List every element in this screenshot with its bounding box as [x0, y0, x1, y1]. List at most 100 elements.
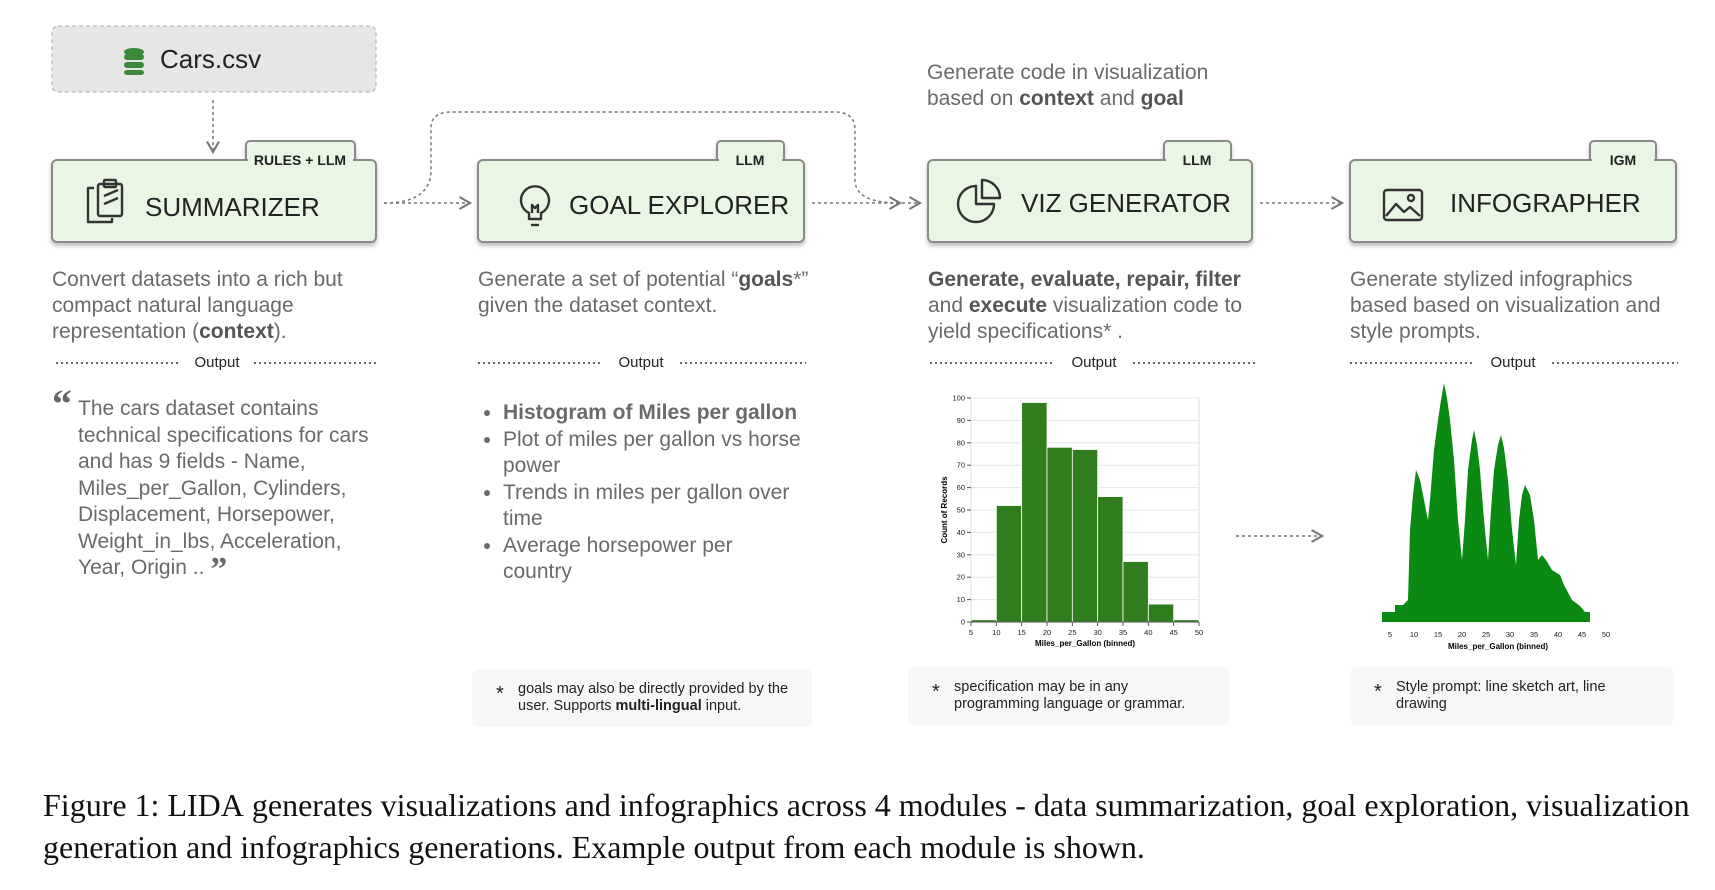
text-run: ).: [273, 320, 287, 343]
module-description: Generate stylized infographics based bas…: [1350, 267, 1690, 345]
text-run: LIDA: [167, 787, 244, 823]
infographic-tick-label: 30: [1506, 630, 1514, 639]
bar: [1021, 402, 1048, 623]
summary-text: The cars dataset contains technical spec…: [78, 397, 369, 579]
y-tick-label: 30: [957, 550, 965, 559]
bar: [1147, 603, 1175, 623]
module-title: GOAL EXPLORER: [569, 190, 789, 220]
x-tick-label: 50: [1195, 628, 1203, 637]
text-run: and: [928, 294, 969, 317]
infographic-tick-label: 5: [1388, 630, 1392, 639]
infographic-tick-label: 45: [1578, 630, 1586, 639]
annotation: Generate code in visualization based on …: [927, 60, 1267, 112]
goal-text: Plot of miles per gallon vs horse power: [503, 427, 801, 478]
infographic-tick-label: 35: [1530, 630, 1538, 639]
bar: [995, 505, 1023, 623]
goal-item: Trends in miles per gallon over time: [503, 480, 803, 533]
text-run: Generate, evaluate, repair, filter: [928, 268, 1241, 291]
goal-text: Trends in miles per gallon over time: [503, 480, 790, 531]
y-tick-label: 100: [952, 394, 965, 403]
text-run: generates visualizations and infographic…: [43, 787, 1690, 865]
source-label: Cars.csv: [160, 44, 261, 74]
text-run: Generate stylized infographics based bas…: [1350, 268, 1661, 343]
goal-item: Average horsepower per country: [503, 533, 803, 586]
text-run: *” given the dataset context.: [478, 268, 809, 317]
bar: [1046, 446, 1073, 623]
output-label: Output: [1071, 354, 1117, 371]
text-run: and: [1093, 87, 1141, 110]
text-run: goals: [738, 268, 794, 291]
text-run: visualization code to yield specificatio…: [928, 294, 1243, 343]
arrows: [206, 100, 1345, 543]
footnote-text: goals may also be directly provided by t…: [518, 681, 788, 714]
module-tag: LLM: [736, 152, 765, 168]
x-tick-label: 25: [1068, 628, 1076, 637]
figure-caption: Figure 1: LIDA generates visualizations …: [43, 784, 1713, 868]
footnote-mark: *: [932, 681, 940, 703]
goal-item: Plot of miles per gallon vs horse power: [503, 427, 803, 480]
y-tick-label: 10: [957, 595, 965, 604]
y-tick-label: 50: [957, 506, 965, 515]
y-tick-label: 40: [957, 528, 965, 537]
x-tick-label: 5: [969, 628, 973, 637]
y-axis-title: Count of Records: [940, 476, 949, 544]
text-run: multi-lingual: [615, 698, 702, 714]
goal-list: Histogram of Miles per gallon Plot of mil…: [478, 400, 803, 586]
footnote-mark: *: [1374, 681, 1382, 703]
icons: [86, 178, 1424, 227]
bar: [1122, 561, 1149, 623]
quote-close: ”: [210, 551, 228, 588]
infographic-image: [1382, 383, 1590, 622]
infographic-tick-label: 40: [1554, 630, 1562, 639]
text-run: context: [1019, 87, 1094, 110]
infographic-tick-label: 20: [1458, 630, 1466, 639]
goal-text: Histogram of Miles per gallon: [503, 401, 798, 424]
x-tick-label: 30: [1093, 628, 1101, 637]
footnote-text: specification may be in any programming …: [954, 679, 1185, 712]
infographic-tick-label: 25: [1482, 630, 1490, 639]
infographic-tick-label: 15: [1434, 630, 1442, 639]
y-tick-label: 80: [957, 438, 965, 447]
footnote: * goals may also be directly provided by …: [472, 669, 812, 727]
bar: [1097, 496, 1124, 623]
output-label: Output: [618, 354, 664, 371]
module-tag: LLM: [1183, 152, 1212, 168]
quote-open: “: [52, 381, 72, 426]
text-run: Style prompt: line sketch art, line draw…: [1396, 679, 1606, 712]
text-run: input.: [701, 698, 742, 714]
x-axis-title: Miles_per_Gallon (binned): [1035, 639, 1135, 648]
histogram: 0 10 20 30 40 50 60 70 80 90 100 Count of Records 5 1…: [940, 394, 1203, 649]
database-icon: [124, 48, 144, 75]
output-label: Output: [1490, 354, 1536, 371]
module-description: Convert datasets into a rich but compact…: [52, 267, 392, 345]
x-tick-label: 45: [1169, 628, 1177, 637]
infographic-tick-label: 50: [1602, 630, 1610, 639]
text-run: Convert datasets into a rich but compact…: [52, 268, 343, 343]
output-label: Output: [194, 354, 240, 371]
text-run: Generate code in visualization based on: [927, 61, 1209, 110]
y-tick-label: 20: [957, 573, 965, 582]
text-run: goal: [1140, 87, 1184, 110]
goal-text: Average horsepower per country: [503, 533, 733, 584]
module-title: SUMMARIZER: [145, 192, 320, 222]
tab-joins: [248, 158, 1654, 163]
goal-item: Histogram of Miles per gallon: [503, 400, 803, 427]
module-description: Generate a set of potential “goals*” giv…: [478, 267, 818, 319]
footnote: * specification may be in any programming…: [908, 667, 1230, 725]
infographic-tick-label: 10: [1410, 630, 1418, 639]
text-run: goals may also be directly provided by t…: [518, 681, 789, 714]
footnote-mark: *: [496, 683, 504, 705]
module-title: INFOGRAPHER: [1450, 188, 1641, 218]
y-tick-label: 60: [957, 483, 965, 492]
summary-output: The cars dataset contains technical spec…: [78, 396, 378, 587]
y-tick-label: 90: [957, 416, 965, 425]
text-run: specification may be in any programming …: [954, 679, 1186, 712]
footnote-text: Style prompt: line sketch art, line draw…: [1396, 679, 1606, 712]
footnote: * Style prompt: line sketch art, line dra…: [1350, 667, 1674, 725]
text-run: context: [199, 320, 274, 343]
x-tick-label: 40: [1144, 628, 1152, 637]
module-tag: IGM: [1610, 152, 1636, 168]
module-description: Generate, evaluate, repair, filter and e…: [928, 267, 1268, 345]
